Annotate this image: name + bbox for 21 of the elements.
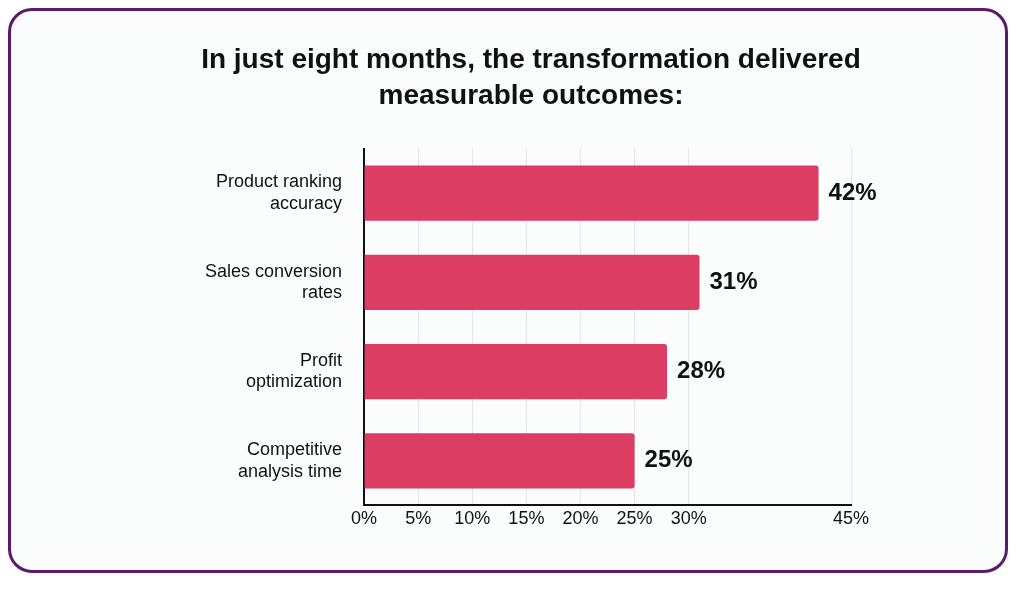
x-tick-label: 25% <box>616 508 653 529</box>
data-label: 31% <box>709 267 758 295</box>
bar <box>364 165 819 221</box>
bar <box>364 433 635 489</box>
bar <box>364 254 700 311</box>
data-label: 25% <box>644 445 693 473</box>
y-tick-label: Product ranking accuracy <box>216 171 343 213</box>
x-tick-label: 45% <box>832 508 870 529</box>
x-tick-label: 10% <box>454 508 491 529</box>
chart-title: In just eight months, the transformation delivered measurable outcomes: <box>200 42 862 112</box>
x-tick-label: 5% <box>405 508 432 529</box>
y-tick-label: Sales conversion rates <box>205 260 343 303</box>
y-tick-label: Profit optimization <box>246 349 343 392</box>
x-tick-label: 15% <box>508 508 545 529</box>
x-tick-label: 30% <box>670 508 707 529</box>
bar <box>364 343 668 400</box>
x-tick-label: 20% <box>562 508 599 529</box>
data-label: 28% <box>677 356 726 384</box>
data-label: 42% <box>828 177 877 205</box>
y-tick-label: Competitive analysis time <box>238 438 343 481</box>
x-tick-label: 0% <box>351 508 378 529</box>
